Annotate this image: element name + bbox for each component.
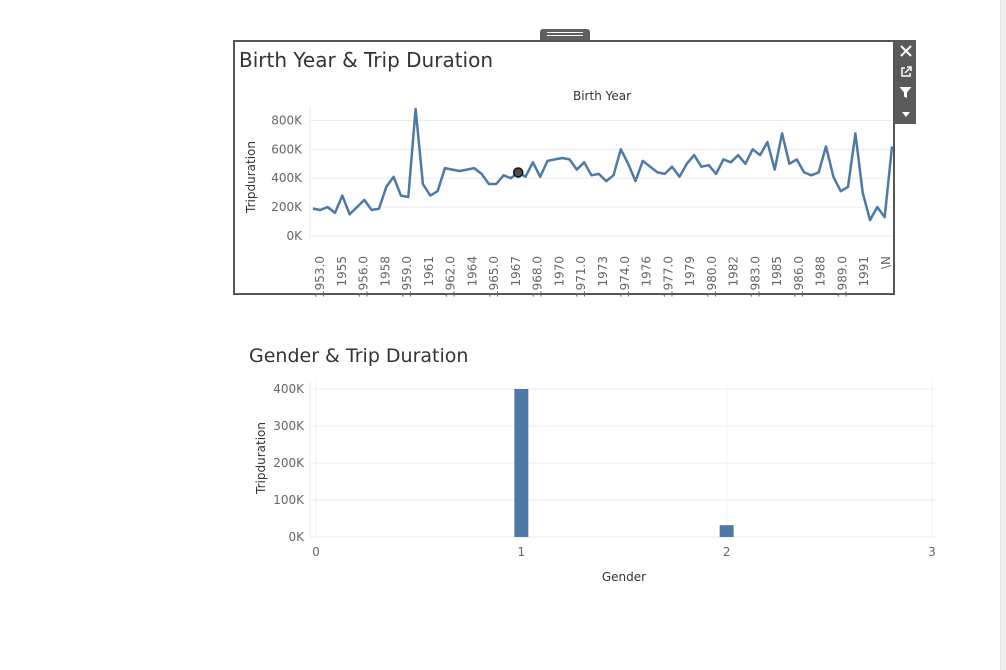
- close-icon[interactable]: [895, 40, 916, 61]
- x-tick-label: 3: [928, 545, 936, 559]
- y-tick-label: 100K: [273, 493, 305, 507]
- y-tick-label: 0K: [288, 530, 305, 544]
- popout-icon[interactable]: [895, 61, 916, 82]
- bar: [514, 389, 529, 537]
- bar: [719, 525, 734, 537]
- x-tick-label: 2: [723, 545, 731, 559]
- y-tick-label: 300K: [273, 419, 305, 433]
- more-options-icon[interactable]: [895, 103, 916, 124]
- filter-icon[interactable]: [895, 82, 916, 103]
- x-axis-title: Gender: [602, 570, 646, 584]
- scrollbar-track[interactable]: [1000, 0, 1006, 670]
- y-tick-label: 200K: [273, 456, 305, 470]
- line-chart-title: Birth Year & Trip Duration: [239, 48, 494, 72]
- y-tick-label: 400K: [273, 382, 305, 396]
- x-tick-label: 1: [518, 545, 526, 559]
- drag-handle[interactable]: [540, 29, 590, 40]
- y-axis-title: Tripduration: [254, 422, 268, 495]
- chart-toolbar: [895, 40, 916, 124]
- bar-chart-title: Gender & Trip Duration: [249, 345, 469, 367]
- line-chart-panel[interactable]: [233, 40, 895, 295]
- x-tick-label: 0: [312, 545, 320, 559]
